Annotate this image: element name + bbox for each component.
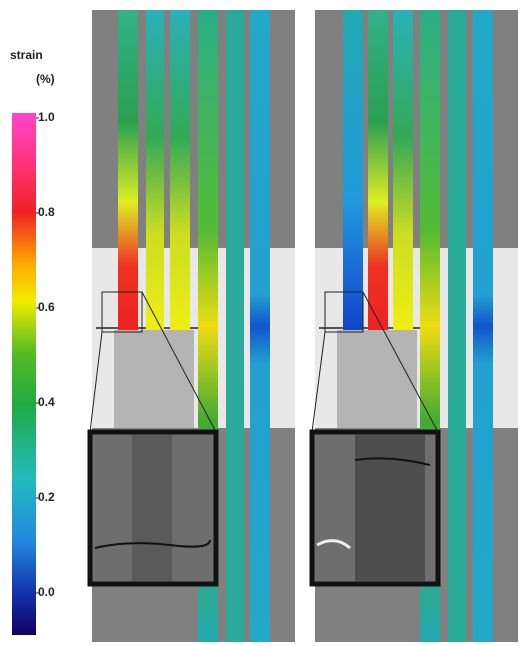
tick-label: 0.6 [38,300,55,314]
tick-label: 0.2 [38,490,55,504]
colorbar-ticks: 0.0 0.2 0.4 0.6 0.8 1.0 [36,110,55,599]
colorbar-unit: (%) [36,72,55,86]
colorbar [12,113,36,635]
tick-label: 0.4 [38,395,55,409]
tick-label: 0.8 [38,205,55,219]
tick-label: 0.0 [38,585,55,599]
tick-label: 1.0 [38,110,55,124]
left-panel [87,10,295,642]
right-panel [309,10,518,642]
colorbar-title: strain [10,48,43,62]
